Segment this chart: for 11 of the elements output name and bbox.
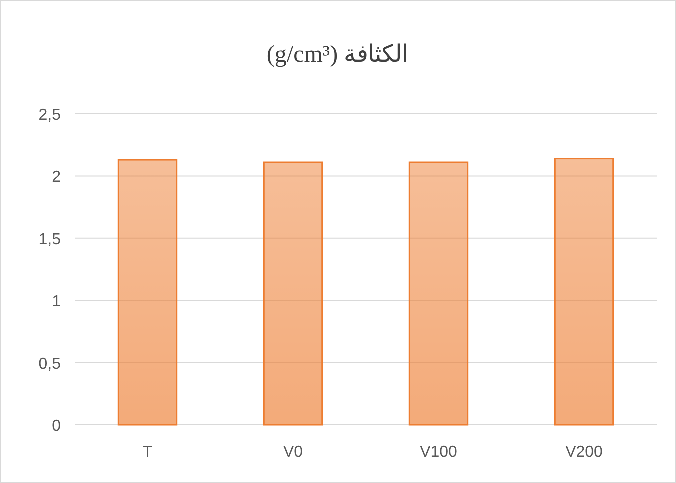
y-tick-label: 0,5: [38, 356, 62, 373]
x-tick-label: V100: [420, 444, 458, 461]
y-tick-label: 2,5: [38, 107, 62, 124]
y-tick-label: 0: [52, 418, 62, 435]
x-tick-label: V200: [566, 444, 604, 461]
y-tick-label: 2: [52, 169, 62, 186]
x-tick-label: V0: [283, 444, 304, 461]
chart-title: الكثافة (g/cm³): [266, 42, 410, 68]
y-tick-label: 1,5: [38, 231, 62, 248]
x-tick-label: T: [142, 444, 153, 461]
y-tick-label: 1: [52, 294, 62, 311]
